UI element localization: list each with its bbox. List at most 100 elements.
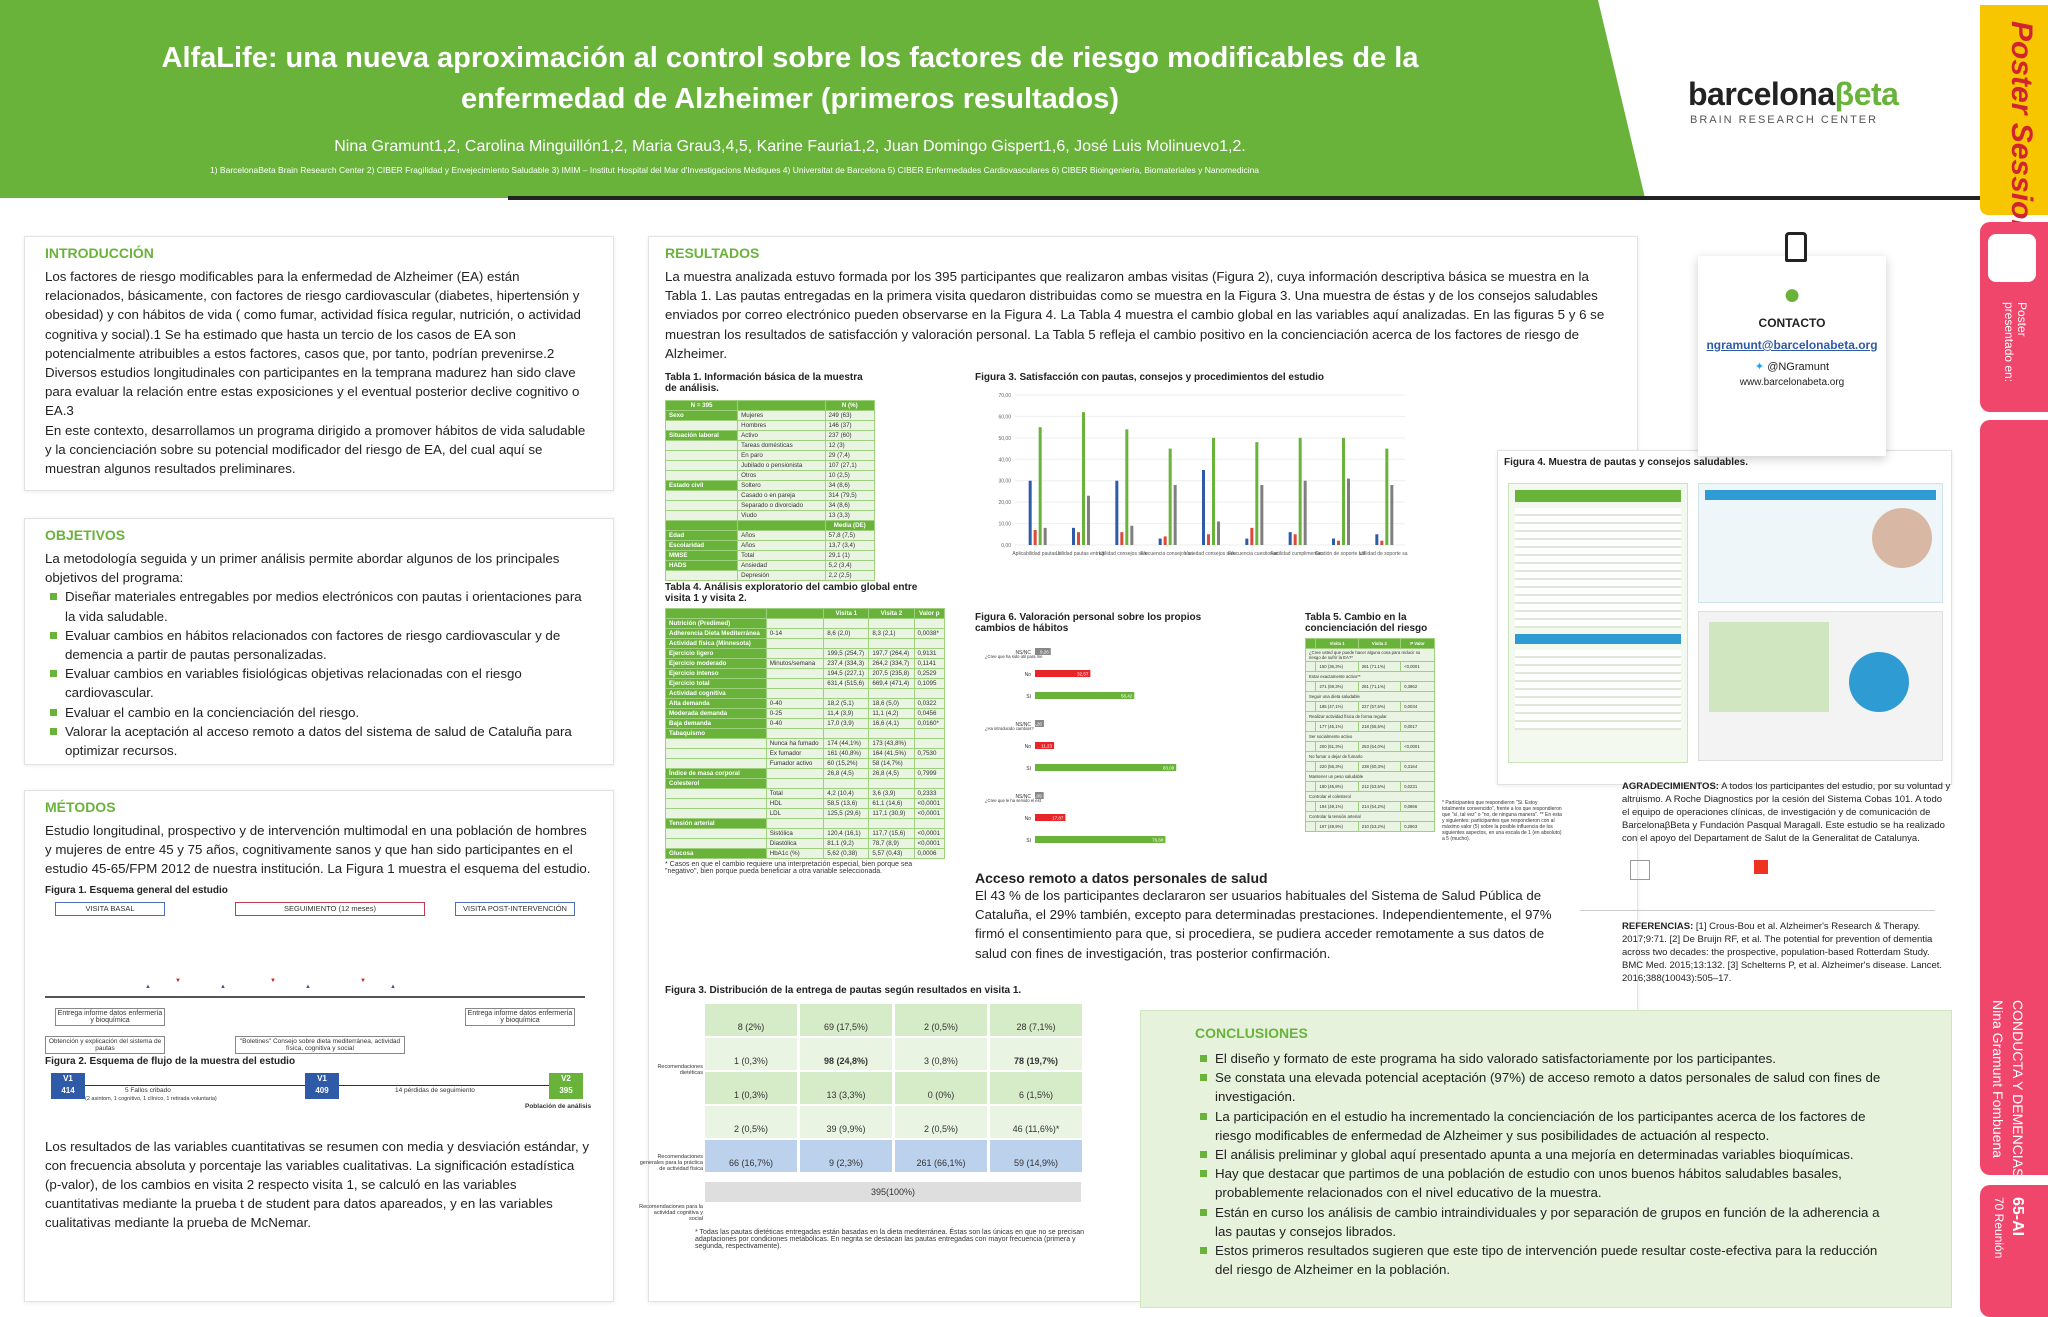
bar bbox=[1033, 530, 1037, 545]
fig1-arrow-red: ▼ bbox=[175, 977, 181, 984]
fig4-newsletter bbox=[1698, 483, 1943, 603]
generalitat-logo-icon bbox=[1630, 860, 1650, 880]
grid-cell: 28 (7,1%) bbox=[990, 1004, 1082, 1036]
fig4-leaflet-text bbox=[1515, 650, 1681, 730]
table-row: LDL 125,5 (29,6) 117,1 (30,9) <0,0001 bbox=[665, 808, 946, 819]
objetivos-item: Valorar la aceptación al acceso remoto a… bbox=[45, 722, 593, 760]
fig1-col-seguimiento: SEGUIMIENTO (12 meses) bbox=[235, 901, 425, 916]
topic-tab: CONDUCTA Y DEMENCIAS P2 Nina Gramunt Fom… bbox=[1980, 420, 2048, 1198]
table-row: HDL 58,5 (13,6) 61,1 (14,6) <0,0001 bbox=[665, 798, 946, 809]
contact-web[interactable]: www.barcelonabeta.org bbox=[1739, 377, 1845, 388]
bar-category: Sí bbox=[1026, 694, 1031, 700]
bar bbox=[1115, 480, 1119, 545]
conclusiones-title: CONCLUSIONES bbox=[1195, 1025, 1308, 1041]
table-row: 194 (49,1%) 214 (54,2%) 0,0866 bbox=[1304, 801, 1435, 812]
table-row: Estado civil Soltero 34 (8,6) bbox=[664, 480, 876, 491]
table-row: Seguir una dieta saludable bbox=[1305, 691, 1435, 702]
table-row: Estar exactamente activo** bbox=[1305, 671, 1435, 682]
contact-twitter[interactable]: ✦ @NGramunt bbox=[1754, 361, 1830, 373]
y-tick-label: 0,00 bbox=[1001, 543, 1011, 549]
objetivos-title: OBJETIVOS bbox=[45, 527, 126, 543]
y-tick-label: 70,00 bbox=[998, 393, 1011, 399]
table-row: Realizar actividad física de forma regul… bbox=[1305, 711, 1435, 722]
generalitat-flag-icon bbox=[1754, 860, 1768, 874]
grid-cell: 78 (19,7%) bbox=[990, 1038, 1082, 1070]
group-label: ¿Cree que ha sido útil para me bbox=[985, 654, 1043, 659]
congress-logo-icon bbox=[1988, 234, 2036, 282]
flow-node: V1 414 bbox=[51, 1072, 85, 1099]
grid-cell: 2 (0,5%) bbox=[895, 1004, 987, 1036]
metodos-title: MÉTODOS bbox=[45, 799, 116, 815]
tabla4: Tabla 4. Análisis exploratorio del cambi… bbox=[665, 582, 946, 875]
flow-text: (2 asintom, 1 cognitivo, 1 clínico, 1 re… bbox=[85, 1095, 217, 1102]
table-row: 185 (47,1%) 227 (57,5%) 0,0034 bbox=[1304, 701, 1435, 712]
table-row: Actividad cognitiva bbox=[665, 688, 946, 699]
intro-p1: Los factores de riesgo modificables para… bbox=[45, 269, 581, 361]
grid-cell: 1 (0,3%) bbox=[705, 1038, 797, 1070]
contact-card: ● CONTACTO ngramunt@barcelonabeta.org ✦ … bbox=[1698, 256, 1886, 456]
bar bbox=[1082, 412, 1085, 545]
fig4-phone bbox=[1849, 652, 1909, 712]
table-row: 150 (36,3%) 281 (71,1%) <0,0001 bbox=[1304, 661, 1435, 672]
fig3a-caption: Figura 3. Satisfacción con pautas, conse… bbox=[975, 372, 1324, 383]
table-row: Índice de masa corporal 26,8 (4,5) 26,8 (4… bbox=[665, 768, 946, 779]
bar bbox=[1298, 437, 1302, 545]
bar-category: No bbox=[1025, 672, 1032, 678]
resultados-title: RESULTADOS bbox=[665, 245, 760, 261]
table-row: Ejercicio total 631,4 (515,6) 669,4 (471,4… bbox=[665, 678, 946, 689]
presented-tab: Poster presentado en: bbox=[1980, 222, 2048, 412]
fig1-arrow-purple: ▲ bbox=[145, 983, 151, 990]
bar bbox=[1035, 792, 1044, 799]
poster-session-badge: Poster Session Online bbox=[1980, 5, 2048, 339]
bar-value: 17,87 bbox=[1052, 816, 1064, 821]
bar-value: 32,57 bbox=[1077, 672, 1089, 677]
intro-title: INTRODUCCIÓN bbox=[45, 245, 154, 261]
objetivos-item: Diseñar materiales entregables por medio… bbox=[45, 587, 593, 625]
flow-text: 5 Fallos cribado bbox=[125, 1086, 171, 1094]
tabla5-caption: Tabla 5. Cambio en la concienciación del… bbox=[1305, 612, 1428, 634]
fig4-leaflet-banner bbox=[1515, 490, 1681, 502]
table-row: 271 (69,3%) 281 (71,1%) 0,3862 bbox=[1304, 681, 1435, 692]
objetivos-item: Evaluar cambios en variables fisiológica… bbox=[45, 664, 593, 702]
authors: Nina Gramunt1,2, Carolina Minguillón1,2,… bbox=[334, 138, 1246, 155]
contact-email[interactable]: ngramunt@barcelonabeta.org bbox=[1706, 338, 1878, 352]
bar bbox=[1245, 538, 1249, 545]
metodos-section: MÉTODOS Estudio longitudinal, prospectiv… bbox=[24, 790, 614, 1302]
bar bbox=[1035, 720, 1044, 727]
fig1-caption: Figura 1. Esquema general del estudio bbox=[45, 884, 228, 896]
grid-cell: 3 (0,8%) bbox=[895, 1038, 987, 1070]
objetivos-intro: La metodología seguida y un primer análi… bbox=[45, 551, 560, 586]
table-row: Controlar la tensión arterial bbox=[1305, 811, 1435, 822]
bar bbox=[1303, 480, 1307, 545]
tabla1: Tabla 1. Información básica de la muestr… bbox=[664, 372, 876, 581]
fig4-leaflet-text bbox=[1515, 508, 1681, 628]
fig6: Figura 6. Valoración personal sobre los … bbox=[975, 612, 1220, 858]
fig4-leaflet bbox=[1508, 483, 1688, 763]
table-row: Actividad física (Minnesota) bbox=[665, 638, 946, 649]
table-row: Glucosa HbA1c (%) 5,62 (0,38) 5,57 (0,43) 0,… bbox=[665, 848, 946, 859]
y-tick-label: 60,00 bbox=[998, 414, 1011, 420]
table-row: Casado o en pareja 314 (79,5) bbox=[664, 490, 876, 501]
table-row: Situación laboral Activo 237 (60) bbox=[664, 430, 876, 441]
fig1-arrow-red: ▼ bbox=[270, 977, 276, 984]
conclusiones-item: Estos primeros resultados sugieren que e… bbox=[1195, 1241, 1897, 1279]
fig6-caption: Figura 6. Valoración personal sobre los … bbox=[975, 612, 1202, 634]
table-row: Ser socialmente activo bbox=[1305, 731, 1435, 742]
table-row: Viudo 13 (3,3) bbox=[664, 510, 876, 521]
bar bbox=[1390, 485, 1394, 545]
row-label: Recomendaciones dietéticas bbox=[657, 1064, 703, 1076]
table-row: Adherencia Dieta Mediterránea 0-14 8,6 (2,… bbox=[665, 628, 946, 639]
fig3a: Figura 3. Satisfacción con pautas, conse… bbox=[975, 372, 1415, 612]
fig1-box-post: Entrega informe datos enfermería y bioqu… bbox=[465, 1007, 575, 1026]
divider bbox=[1580, 910, 1935, 911]
fig3b-note: * Todas las pautas dietéticas entregadas… bbox=[695, 1229, 1085, 1250]
bar bbox=[1035, 764, 1177, 771]
tabla4-table: Visita 1 Visita 2 Valor p Nutrición (Predi… bbox=[665, 608, 946, 859]
logo: barcelonaβeta bbox=[1688, 76, 1899, 112]
fig1-arrow-purple: ▲ bbox=[305, 983, 311, 990]
bar bbox=[1038, 427, 1042, 545]
bar bbox=[1035, 742, 1055, 749]
x-tick-label: Utilidad de soporte sa bbox=[1359, 551, 1408, 557]
conclusiones-item: El análisis preliminar y global aquí pre… bbox=[1195, 1145, 1897, 1164]
